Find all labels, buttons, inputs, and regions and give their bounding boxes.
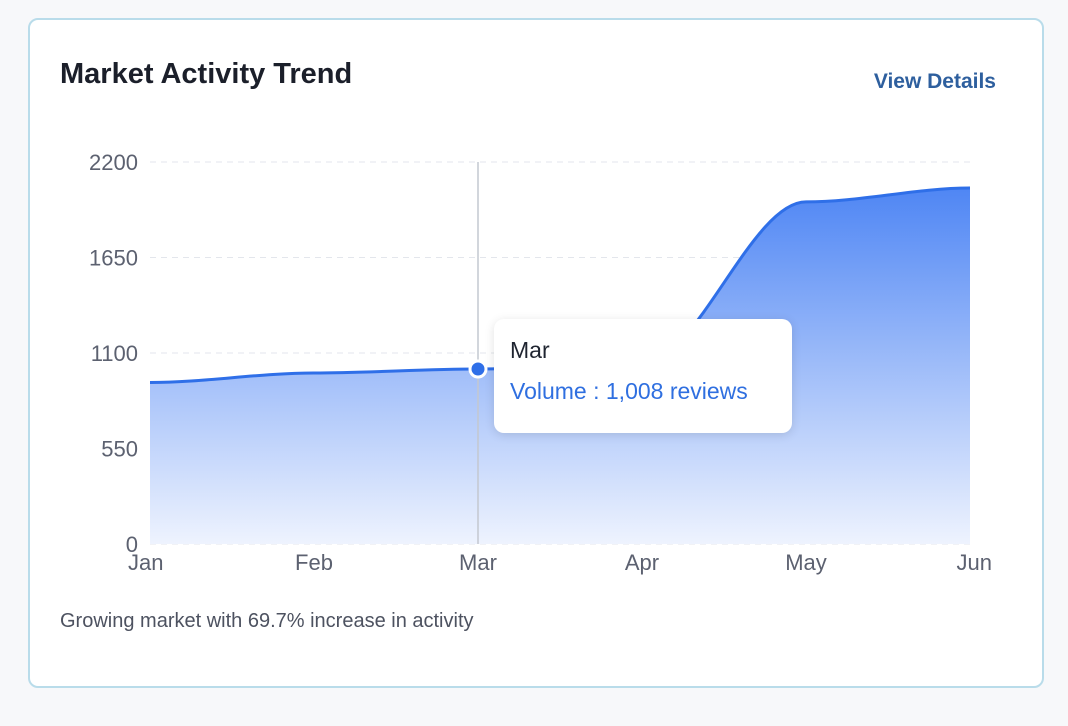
area-chart: 0 550 1100 1650 2200 Jan Feb Mar Apr May Jun xyxy=(89,150,992,575)
hover-point-marker[interactable] xyxy=(468,359,488,379)
x-tick-label: Mar xyxy=(459,550,497,575)
x-axis-ticks: Jan Feb Mar Apr May Jun xyxy=(128,550,992,575)
x-tick-label: Jan xyxy=(128,550,163,575)
view-details-link[interactable]: View Details xyxy=(873,70,996,93)
x-tick-label: Feb xyxy=(295,550,333,575)
x-tick-label: Jun xyxy=(957,550,992,575)
y-tick-label: 1650 xyxy=(89,246,138,271)
y-axis-ticks: 0 550 1100 1650 2200 xyxy=(89,150,138,557)
x-tick-label: Apr xyxy=(625,550,659,575)
y-tick-label: 550 xyxy=(101,437,138,462)
y-tick-label: 2200 xyxy=(89,150,138,175)
area-fill xyxy=(150,188,970,544)
y-tick-label: 1100 xyxy=(91,341,138,366)
market-activity-card: Market Activity Trend View Details 0 550 1… xyxy=(28,18,1044,688)
chart-caption: Growing market with 69.7% increase in ac… xyxy=(60,610,474,632)
tooltip-value: Volume : 1,008 reviews xyxy=(510,378,748,404)
chart-tooltip: Mar Volume : 1,008 reviews xyxy=(494,319,792,433)
y-tick-label: 0 xyxy=(126,532,138,557)
tooltip-label: Mar xyxy=(510,337,550,363)
x-tick-label: May xyxy=(785,550,827,575)
card-title: Market Activity Trend xyxy=(60,58,353,90)
